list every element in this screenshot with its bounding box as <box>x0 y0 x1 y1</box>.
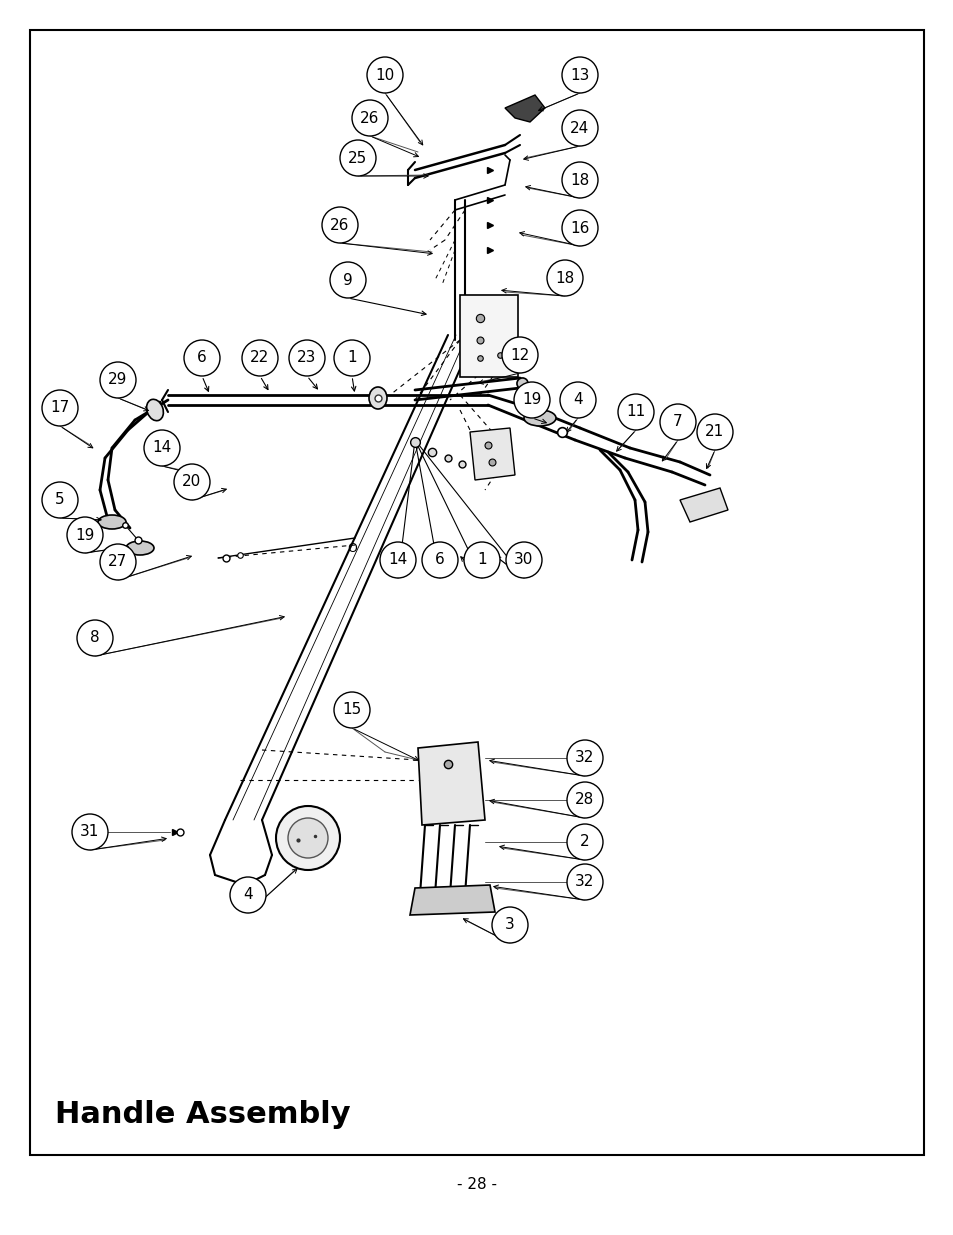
Polygon shape <box>470 429 515 480</box>
Circle shape <box>559 382 596 417</box>
Text: 29: 29 <box>109 373 128 388</box>
Circle shape <box>561 57 598 93</box>
Text: 14: 14 <box>152 441 172 456</box>
Text: 22: 22 <box>250 351 270 366</box>
Circle shape <box>289 340 325 375</box>
Circle shape <box>77 620 112 656</box>
Polygon shape <box>417 742 484 825</box>
Circle shape <box>330 262 366 298</box>
Circle shape <box>566 782 602 818</box>
Circle shape <box>242 340 277 375</box>
Text: 26: 26 <box>360 110 379 126</box>
Circle shape <box>367 57 402 93</box>
Polygon shape <box>679 488 727 522</box>
Circle shape <box>288 818 328 858</box>
Text: 27: 27 <box>109 555 128 569</box>
Text: 32: 32 <box>575 751 594 766</box>
Circle shape <box>421 542 457 578</box>
Text: 31: 31 <box>80 825 99 840</box>
Circle shape <box>334 340 370 375</box>
Text: 9: 9 <box>343 273 353 288</box>
Ellipse shape <box>369 387 387 409</box>
Circle shape <box>566 824 602 860</box>
Text: 4: 4 <box>243 888 253 903</box>
Ellipse shape <box>147 399 163 421</box>
Circle shape <box>334 692 370 727</box>
Circle shape <box>275 806 339 869</box>
Text: 28: 28 <box>575 793 594 808</box>
Text: 1: 1 <box>476 552 486 568</box>
Circle shape <box>697 414 732 450</box>
Circle shape <box>561 110 598 146</box>
Circle shape <box>71 814 108 850</box>
Circle shape <box>184 340 220 375</box>
Ellipse shape <box>126 541 153 555</box>
Text: 25: 25 <box>348 151 367 165</box>
Text: 7: 7 <box>673 415 682 430</box>
Circle shape <box>230 877 266 913</box>
Text: 19: 19 <box>521 393 541 408</box>
Text: 19: 19 <box>75 527 94 542</box>
Circle shape <box>501 337 537 373</box>
Circle shape <box>42 390 78 426</box>
Ellipse shape <box>523 410 556 426</box>
Circle shape <box>42 482 78 517</box>
Text: 2: 2 <box>579 835 589 850</box>
Text: 3: 3 <box>504 918 515 932</box>
Circle shape <box>618 394 654 430</box>
Text: 15: 15 <box>342 703 361 718</box>
Polygon shape <box>504 95 544 122</box>
Text: 23: 23 <box>297 351 316 366</box>
Text: 14: 14 <box>388 552 407 568</box>
Bar <box>459 295 517 377</box>
Circle shape <box>379 542 416 578</box>
Text: 21: 21 <box>704 425 724 440</box>
Circle shape <box>322 207 357 243</box>
Text: 26: 26 <box>330 217 350 232</box>
Text: 24: 24 <box>570 121 589 136</box>
Circle shape <box>514 382 550 417</box>
Text: 12: 12 <box>510 347 529 363</box>
Circle shape <box>505 542 541 578</box>
Text: 20: 20 <box>182 474 201 489</box>
Circle shape <box>339 140 375 177</box>
Circle shape <box>67 517 103 553</box>
Circle shape <box>173 464 210 500</box>
Text: Handle Assembly: Handle Assembly <box>55 1100 351 1130</box>
Circle shape <box>352 100 388 136</box>
Polygon shape <box>410 885 495 915</box>
Circle shape <box>561 162 598 198</box>
Text: 10: 10 <box>375 68 395 83</box>
Text: - 28 -: - 28 - <box>456 1177 497 1193</box>
Circle shape <box>100 362 136 398</box>
Circle shape <box>546 261 582 296</box>
Text: 32: 32 <box>575 874 594 889</box>
Circle shape <box>100 543 136 580</box>
Text: 8: 8 <box>91 631 100 646</box>
Ellipse shape <box>98 515 126 529</box>
Text: 16: 16 <box>570 221 589 236</box>
Text: 17: 17 <box>51 400 70 415</box>
Text: O: O <box>347 541 356 555</box>
Circle shape <box>561 210 598 246</box>
Circle shape <box>492 906 527 944</box>
Circle shape <box>566 864 602 900</box>
Text: 1: 1 <box>347 351 356 366</box>
Text: 11: 11 <box>626 405 645 420</box>
Circle shape <box>463 542 499 578</box>
Circle shape <box>659 404 696 440</box>
Text: 30: 30 <box>514 552 533 568</box>
Text: 18: 18 <box>570 173 589 188</box>
Text: 13: 13 <box>570 68 589 83</box>
Text: 6: 6 <box>435 552 444 568</box>
Text: 4: 4 <box>573 393 582 408</box>
Circle shape <box>566 740 602 776</box>
Circle shape <box>144 430 180 466</box>
Text: 5: 5 <box>55 493 65 508</box>
Text: 6: 6 <box>197 351 207 366</box>
Text: 18: 18 <box>555 270 574 285</box>
